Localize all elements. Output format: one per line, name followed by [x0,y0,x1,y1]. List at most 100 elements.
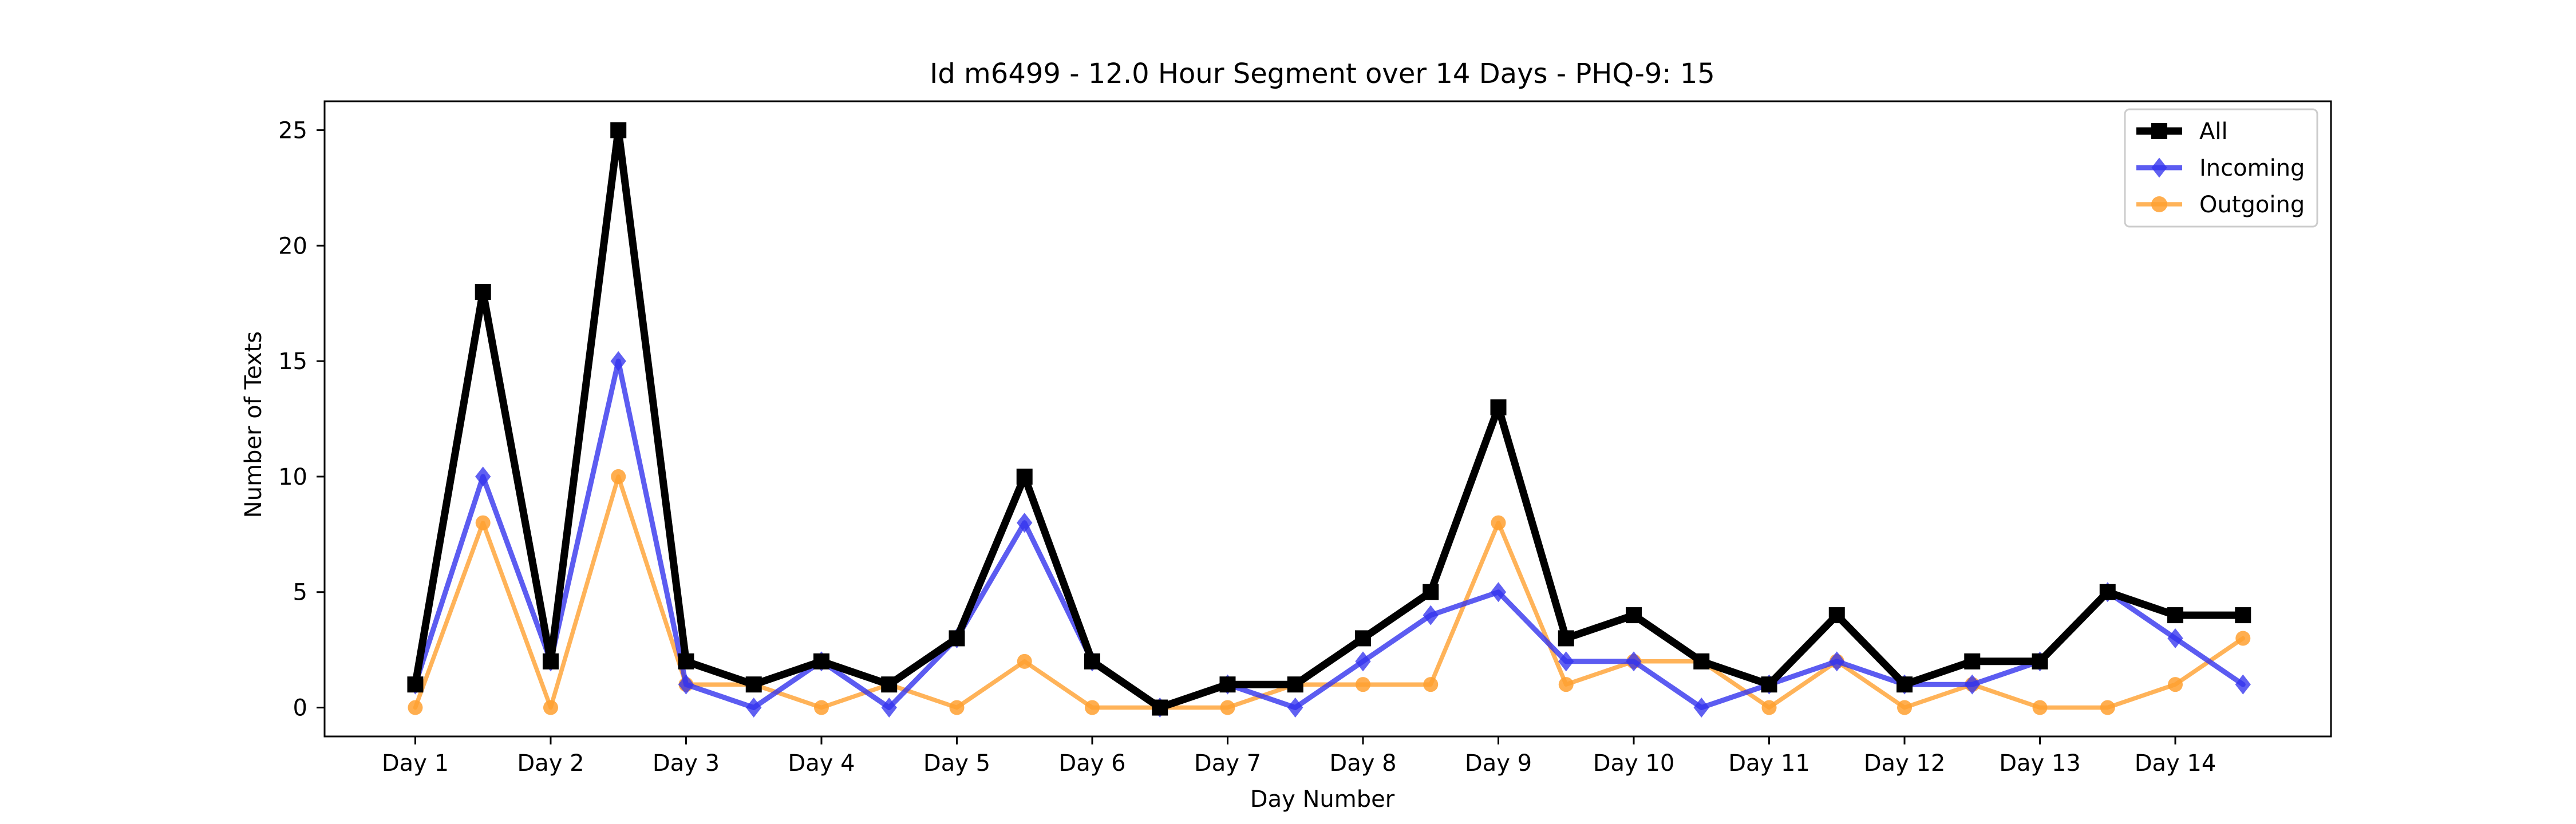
data-point-outgoing [1558,677,1574,692]
data-point-all [1626,607,1642,624]
x-tick-label: Day 1 [382,750,449,777]
data-point-all [1016,468,1033,485]
legend-item-incoming: Incoming [2136,155,2305,181]
data-point-all [1423,584,1439,600]
data-point-all [2235,607,2251,624]
data-point-incoming [1829,651,1845,672]
x-tick-label: Day 13 [1999,750,2081,777]
data-point-all [2167,607,2184,624]
legend-item-outgoing: Outgoing [2136,192,2305,218]
y-tick-label: 15 [278,348,307,375]
data-point-outgoing [1220,700,1235,715]
x-tick-label: Day 2 [517,750,584,777]
data-point-outgoing [1017,653,1032,669]
series-line-incoming [413,358,2246,710]
data-point-incoming [2235,674,2251,695]
data-point-outgoing [2032,700,2048,715]
data-point-all [1084,653,1100,670]
y-tick-label: 10 [278,464,307,490]
series-all [407,122,2251,716]
data-point-outgoing [475,515,491,530]
x-tick-label: Day 9 [1465,750,1532,777]
data-point-all [475,284,491,300]
data-point-incoming [1693,698,1709,718]
data-point-outgoing [813,700,829,715]
data-point-incoming [746,698,762,718]
legend-marker-all [2151,123,2167,139]
data-point-all [542,653,559,670]
data-point-all [1152,699,1168,716]
y-tick-label: 0 [293,695,307,722]
x-tick-label: Day 11 [1728,750,1810,777]
data-point-all [745,676,762,693]
y-tick-label: 20 [278,233,307,259]
x-tick-label: Day 4 [788,750,855,777]
data-point-outgoing [1761,700,1777,715]
data-point-all [1490,399,1507,415]
data-point-all [1354,630,1371,647]
data-point-all [407,676,424,693]
x-tick-label: Day 8 [1329,750,1396,777]
data-point-outgoing [1423,677,1439,692]
data-point-all [1693,653,1710,670]
data-point-incoming [881,698,897,718]
data-point-outgoing [543,700,558,715]
data-point-incoming [2167,628,2183,648]
legend-label-all: All [2199,118,2228,145]
legend-box [2124,108,2318,228]
data-point-incoming [475,466,491,487]
x-tick-label: Day 10 [1593,750,1675,777]
data-point-all [1828,607,1845,624]
legend-label-outgoing: Outgoing [2199,192,2305,218]
data-point-outgoing [2100,700,2115,715]
data-point-incoming [1558,651,1574,672]
data-point-outgoing [408,700,423,715]
legend-marker-incoming [2151,157,2167,178]
x-tick-label: Day 7 [1194,750,1261,777]
legend-item-all: All [2136,118,2228,145]
data-point-all [881,676,898,693]
axes: 0 5 10 15 20 25 Day 1 Day 2 Day 3 Day 4 Day 5 Day 6… [278,100,2332,777]
data-point-all [1219,676,1236,693]
data-point-all [610,122,627,138]
data-point-all [1558,630,1574,647]
data-point-all [1287,676,1303,693]
data-point-incoming [1355,651,1371,672]
x-tick-label: Day 5 [923,750,990,777]
data-point-outgoing [1897,700,1913,715]
y-axis-title: Number of Texts [240,331,267,518]
x-tick-label: Day 3 [653,750,720,777]
x-tick-label: Day 6 [1058,750,1125,777]
series-incoming [407,351,2251,718]
data-point-all [813,653,829,670]
series-line-all [412,126,2247,711]
data-point-incoming [1423,605,1439,625]
data-point-all [1761,676,1777,693]
data-point-incoming [1490,582,1507,603]
data-point-outgoing [2235,631,2251,646]
legend-label-incoming: Incoming [2199,155,2305,181]
legend: All Incoming Outgoing [2124,108,2318,228]
data-point-incoming [678,674,694,695]
data-point-all [1897,676,1913,693]
y-tick-label: 25 [278,117,307,144]
data-point-all [2032,653,2048,670]
data-point-outgoing [949,700,965,715]
chart-title: Id m6499 - 12.0 Hour Segment over 14 Day… [930,58,1715,90]
x-tick-label: Day 14 [2135,750,2217,777]
data-point-all [678,653,694,670]
plot-frame [323,100,2332,738]
data-point-outgoing [2168,677,2183,692]
plot-area [407,122,2251,718]
x-axis-title: Day Number [1250,786,1395,813]
legend-marker-outgoing [2151,196,2167,212]
y-tick-label: 5 [293,580,307,606]
data-point-all [949,630,965,647]
data-point-incoming [610,351,626,371]
data-point-incoming [1964,674,1980,695]
data-point-outgoing [1084,700,1100,715]
data-point-incoming [1017,513,1033,533]
data-point-outgoing [1491,515,1506,530]
data-point-outgoing [1355,677,1370,692]
